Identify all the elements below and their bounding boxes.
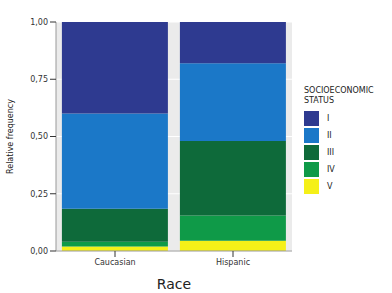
svg-text:Race: Race bbox=[157, 276, 191, 292]
html-text:III: III bbox=[327, 148, 335, 157]
html-text:V: V bbox=[327, 182, 333, 191]
html-text:SOCIOECONOMIC STATUS: SOCIOECONOMIC STATUS bbox=[304, 86, 374, 105]
html-text:II: II bbox=[327, 131, 332, 140]
svg-text:1,00: 1,00 bbox=[30, 18, 48, 27]
html-text:I: I bbox=[327, 114, 330, 123]
svg-text:0,75: 0,75 bbox=[30, 75, 48, 84]
svg-text:Hispanic: Hispanic bbox=[216, 258, 250, 267]
svg-text:0,25: 0,25 bbox=[30, 190, 48, 199]
svg-text:0,00: 0,00 bbox=[30, 247, 48, 256]
svg-text:Caucasian: Caucasian bbox=[94, 258, 135, 267]
svg-text:0,50: 0,50 bbox=[30, 132, 48, 141]
html-text:IV: IV bbox=[327, 165, 335, 174]
svg-text:Relative frequency: Relative frequency bbox=[8, 99, 15, 174]
